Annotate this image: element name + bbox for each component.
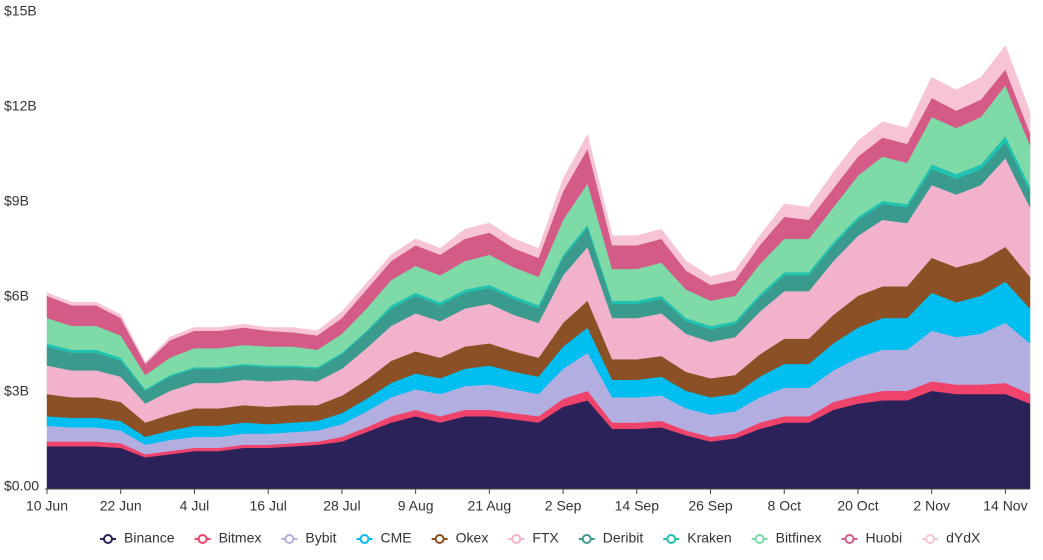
y-tick-label: $3B: [4, 383, 29, 399]
x-tick-label: 21 Aug: [468, 498, 512, 514]
x-tick-label: 2 Nov: [913, 498, 950, 514]
y-tick-label: $9B: [4, 193, 29, 209]
x-tick-label: 2 Sep: [545, 498, 582, 514]
x-tick-label: 9 Aug: [398, 498, 434, 514]
legend-marker: [197, 534, 208, 544]
x-tick-label: 26 Sep: [688, 498, 733, 514]
legend-label: Bitmex: [219, 530, 262, 546]
x-tick-label: 20 Oct: [837, 498, 878, 514]
legend-label: Okex: [456, 530, 489, 546]
x-tick-label: 14 Nov: [983, 498, 1027, 514]
legend-marker: [754, 534, 765, 544]
y-tick-label: $0.00: [4, 478, 39, 494]
legend-label: dYdX: [946, 530, 981, 546]
legend: Binance Bitmex Bybit CME Okex FTX Deribit Krake…: [100, 530, 981, 546]
legend-label: Huobi: [866, 530, 903, 546]
x-tick-label: 28 Jul: [323, 498, 360, 514]
y-tick-label: $12B: [4, 98, 37, 114]
legend-marker: [925, 534, 936, 544]
legend-marker: [844, 534, 855, 544]
y-tick-label: $15B: [4, 3, 37, 19]
legend-label: Bybit: [305, 530, 336, 546]
legend-label: Bitfinex: [776, 530, 822, 546]
legend-marker: [666, 534, 677, 544]
legend-label: Binance: [124, 530, 175, 546]
legend-marker: [434, 534, 445, 544]
legend-label: FTX: [532, 530, 559, 546]
legend-marker: [511, 534, 522, 544]
legend-label: CME: [381, 530, 412, 546]
legend-marker: [581, 534, 592, 544]
legend-marker: [284, 534, 295, 544]
legend-label: Kraken: [687, 530, 731, 546]
legend-label: Deribit: [603, 530, 644, 546]
legend-marker: [103, 534, 113, 544]
x-tick-label: 14 Sep: [615, 498, 660, 514]
x-tick-label: 4 Jul: [180, 498, 210, 514]
x-tick-label: 22 Jun: [100, 498, 142, 514]
y-tick-label: $6B: [4, 288, 29, 304]
legend-marker: [359, 534, 370, 544]
area: [46, 45, 1031, 365]
x-tick-label: 8 Oct: [768, 498, 802, 514]
x-tick-label: 10 Jun: [26, 498, 68, 514]
x-tick-label: 16 Jul: [249, 498, 286, 514]
